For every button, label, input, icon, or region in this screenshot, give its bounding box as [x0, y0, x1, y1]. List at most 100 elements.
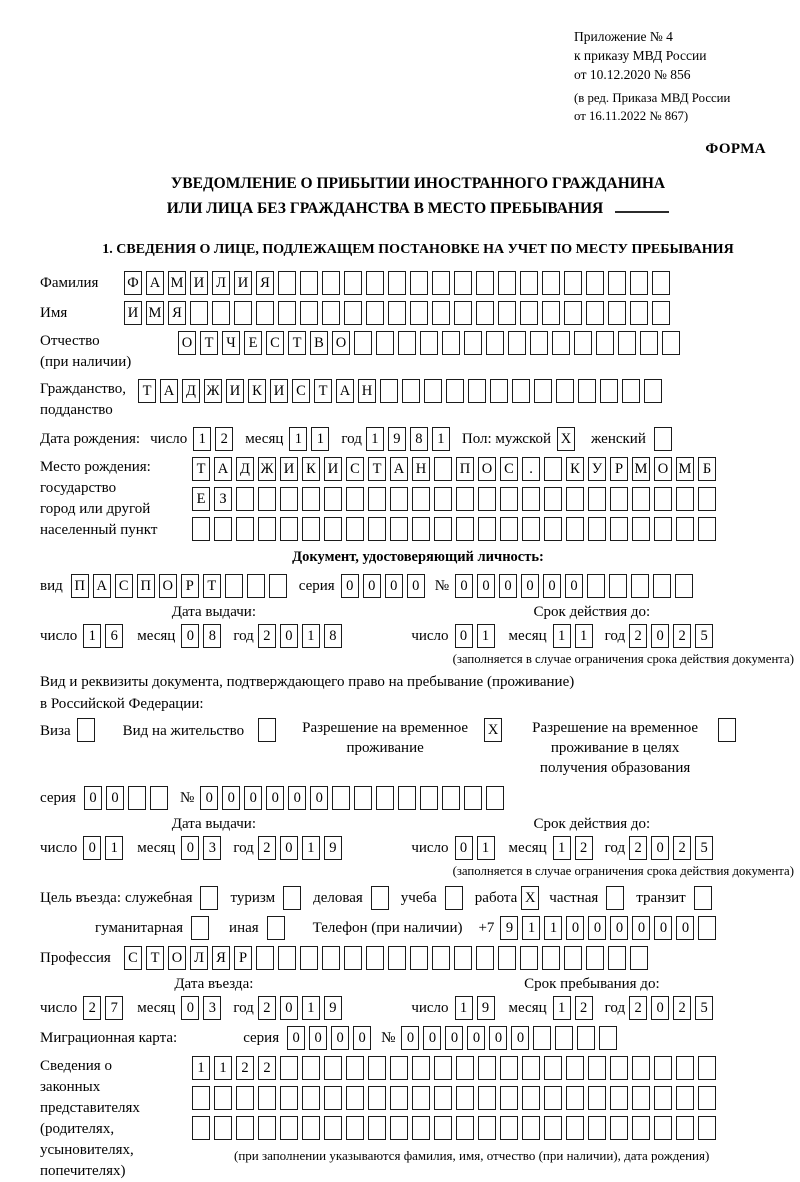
char-cell[interactable]: [224, 574, 243, 599]
char-cell[interactable]: П: [136, 574, 155, 599]
char-cell[interactable]: [520, 301, 538, 326]
char-cell[interactable]: [402, 379, 420, 404]
char-cell[interactable]: [654, 1116, 672, 1141]
char-cell[interactable]: [434, 457, 452, 482]
char-cell[interactable]: [432, 301, 450, 326]
char-cell[interactable]: 1: [311, 427, 330, 452]
char-cell[interactable]: [542, 946, 560, 971]
char-cell[interactable]: [675, 574, 693, 599]
char-cell[interactable]: А: [336, 379, 354, 404]
char-cell[interactable]: [654, 517, 672, 542]
char-cell[interactable]: [256, 301, 274, 326]
char-cell[interactable]: 2: [258, 1056, 276, 1081]
char-cell[interactable]: С: [292, 379, 310, 404]
char-cell[interactable]: [478, 1086, 496, 1111]
char-cell[interactable]: [454, 301, 472, 326]
char-cell[interactable]: Н: [358, 379, 376, 404]
char-cell[interactable]: [258, 1116, 276, 1141]
char-cell[interactable]: [324, 1056, 342, 1081]
char-cell[interactable]: [662, 331, 680, 356]
char-cell[interactable]: К: [302, 457, 320, 482]
char-cell[interactable]: [520, 946, 538, 971]
char-cell[interactable]: [346, 517, 364, 542]
char-cell[interactable]: И: [234, 271, 252, 296]
char-cell[interactable]: 0: [181, 996, 200, 1021]
char-cell[interactable]: [566, 1086, 584, 1111]
char-cell[interactable]: 0: [676, 916, 695, 941]
char-cell[interactable]: [498, 301, 516, 326]
char-cell[interactable]: [412, 1116, 430, 1141]
char-cell[interactable]: 2: [236, 1056, 254, 1081]
char-cell[interactable]: [653, 574, 671, 599]
char-cell[interactable]: 9: [500, 916, 519, 941]
char-cell[interactable]: И: [190, 271, 208, 296]
char-cell[interactable]: [718, 718, 737, 743]
char-cell[interactable]: [578, 379, 596, 404]
char-cell[interactable]: [420, 331, 438, 356]
char-cell[interactable]: [542, 271, 560, 296]
char-cell[interactable]: [556, 379, 574, 404]
char-cell[interactable]: И: [124, 301, 142, 326]
char-cell[interactable]: [324, 487, 342, 512]
char-cell[interactable]: 0: [651, 624, 670, 649]
char-cell[interactable]: [412, 487, 430, 512]
char-cell[interactable]: [236, 1086, 254, 1111]
char-cell[interactable]: 0: [181, 624, 200, 649]
char-cell[interactable]: Ж: [258, 457, 276, 482]
char-cell[interactable]: [468, 379, 486, 404]
char-cell[interactable]: [190, 301, 208, 326]
char-cell[interactable]: [498, 271, 516, 296]
char-cell[interactable]: [693, 886, 712, 911]
char-cell[interactable]: 0: [181, 836, 200, 861]
char-cell[interactable]: 1: [301, 836, 320, 861]
char-cell[interactable]: [586, 271, 604, 296]
char-cell[interactable]: [652, 301, 670, 326]
char-cell[interactable]: [354, 786, 373, 811]
char-cell[interactable]: [500, 1116, 518, 1141]
char-cell[interactable]: 0: [454, 624, 473, 649]
char-cell[interactable]: 1: [365, 427, 384, 452]
char-cell[interactable]: 0: [467, 1026, 486, 1051]
char-cell[interactable]: [410, 946, 428, 971]
char-cell[interactable]: [464, 786, 483, 811]
char-cell[interactable]: [344, 271, 362, 296]
char-cell[interactable]: 8: [323, 624, 342, 649]
char-cell[interactable]: [212, 301, 230, 326]
char-cell[interactable]: [446, 379, 464, 404]
char-cell[interactable]: [324, 1086, 342, 1111]
char-cell[interactable]: [555, 1026, 574, 1051]
char-cell[interactable]: Р: [234, 946, 252, 971]
char-cell[interactable]: [456, 487, 474, 512]
char-cell[interactable]: О: [332, 331, 350, 356]
char-cell[interactable]: О: [654, 457, 672, 482]
char-cell[interactable]: [476, 946, 494, 971]
char-cell[interactable]: [676, 517, 694, 542]
char-cell[interactable]: Т: [202, 574, 221, 599]
char-cell[interactable]: [652, 271, 670, 296]
char-cell[interactable]: 2: [673, 836, 692, 861]
char-cell[interactable]: X: [521, 886, 540, 911]
char-cell[interactable]: 2: [629, 624, 648, 649]
char-cell[interactable]: 2: [574, 836, 593, 861]
char-cell[interactable]: [246, 574, 265, 599]
char-cell[interactable]: 1: [522, 916, 541, 941]
char-cell[interactable]: [456, 517, 474, 542]
char-cell[interactable]: [424, 379, 442, 404]
char-cell[interactable]: 0: [83, 836, 102, 861]
char-cell[interactable]: [390, 1086, 408, 1111]
char-cell[interactable]: [236, 1116, 254, 1141]
char-cell[interactable]: [376, 331, 394, 356]
char-cell[interactable]: Ч: [222, 331, 240, 356]
char-cell[interactable]: [577, 1026, 596, 1051]
char-cell[interactable]: 0: [521, 574, 539, 599]
char-cell[interactable]: 2: [673, 996, 692, 1021]
char-cell[interactable]: [631, 574, 649, 599]
char-cell[interactable]: [522, 517, 540, 542]
char-cell[interactable]: [412, 1086, 430, 1111]
char-cell[interactable]: К: [248, 379, 266, 404]
char-cell[interactable]: [322, 271, 340, 296]
char-cell[interactable]: 8: [409, 427, 428, 452]
char-cell[interactable]: Т: [200, 331, 218, 356]
char-cell[interactable]: Т: [192, 457, 210, 482]
char-cell[interactable]: [434, 517, 452, 542]
